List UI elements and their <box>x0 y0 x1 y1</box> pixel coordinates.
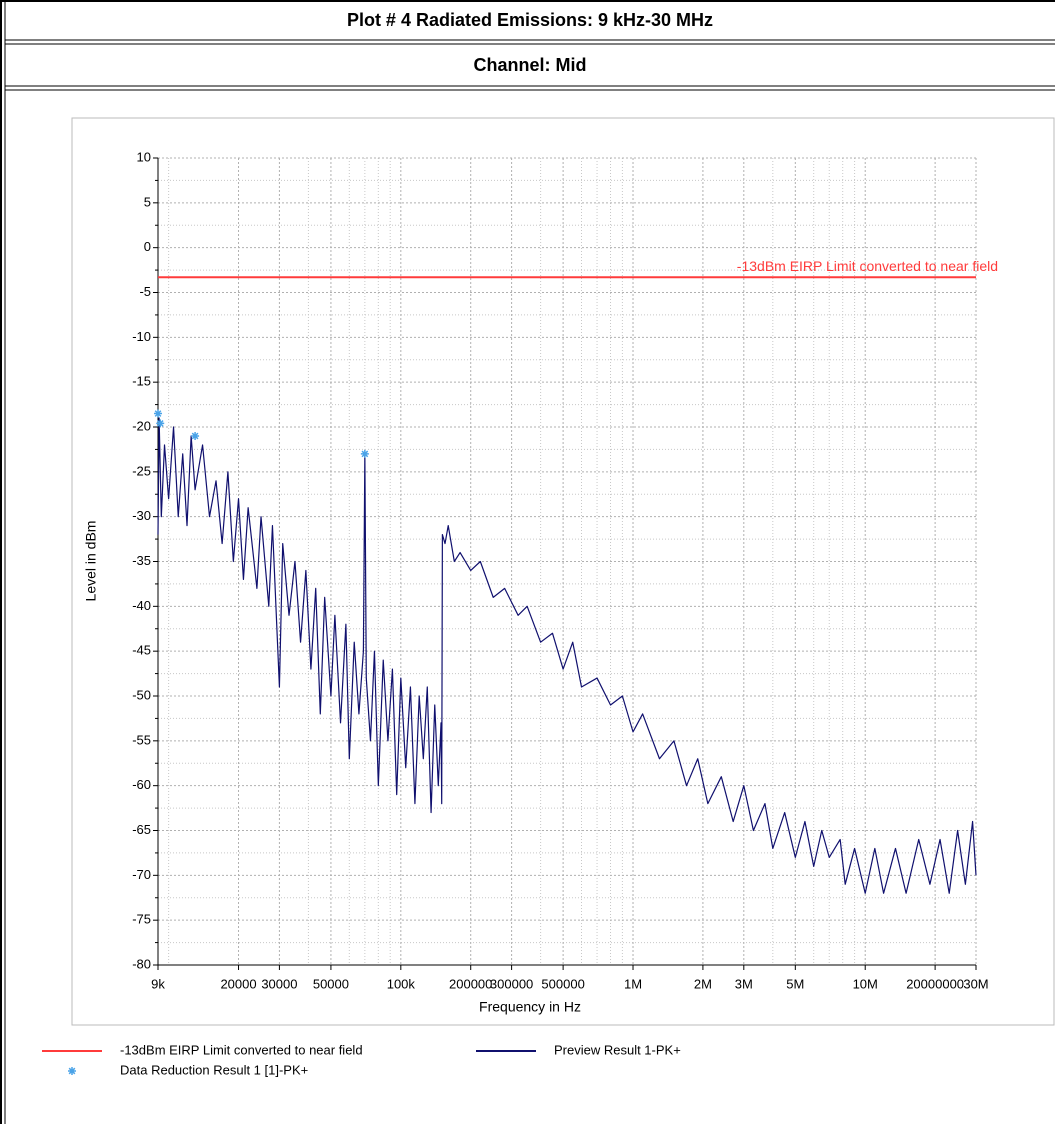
x-tick-label: 30M <box>963 976 988 991</box>
x-tick-label: 100k <box>387 976 416 991</box>
chart-title: Plot # 4 Radiated Emissions: 9 kHz-30 MH… <box>347 10 713 30</box>
legend-label: Preview Result 1-PK+ <box>554 1042 681 1057</box>
data-point <box>154 409 162 418</box>
x-axis-label: Frequency in Hz <box>479 999 581 1015</box>
x-tick-label: 200000 <box>449 976 492 991</box>
y-tick-label: -45 <box>132 643 151 658</box>
x-tick-label: 20000000 <box>906 976 964 991</box>
y-tick-label: -25 <box>132 463 151 478</box>
y-tick-label: -20 <box>132 418 151 433</box>
x-tick-label: 9k <box>151 976 165 991</box>
x-tick-label: 1M <box>624 976 642 991</box>
x-tick-label: 20000 <box>220 976 256 991</box>
x-tick-label: 30000 <box>261 976 297 991</box>
data-point <box>191 431 200 440</box>
y-tick-label: -5 <box>139 284 151 299</box>
y-tick-label: 0 <box>144 239 151 254</box>
y-tick-label: -40 <box>132 598 151 613</box>
legend-label: Data Reduction Result 1 [1]-PK+ <box>120 1062 308 1077</box>
x-tick-label: 300000 <box>490 976 533 991</box>
x-tick-label: 3M <box>735 976 753 991</box>
y-tick-label: -50 <box>132 687 151 702</box>
series-line <box>157 417 977 894</box>
y-tick-label: -35 <box>132 553 151 568</box>
y-axis-label: Level in dBm <box>83 521 99 602</box>
chart-subtitle: Channel: Mid <box>474 55 587 75</box>
chart-box <box>71 117 1055 1026</box>
annotation: -13dBm EIRP Limit converted to near fiel… <box>737 258 998 274</box>
data-point <box>156 419 165 428</box>
y-tick-label: -10 <box>132 329 151 344</box>
legend-label: -13dBm EIRP Limit converted to near fiel… <box>120 1042 363 1057</box>
y-tick-label: -15 <box>132 374 151 389</box>
y-tick-label: -65 <box>132 822 151 837</box>
y-tick-label: 5 <box>144 194 151 209</box>
x-tick-label: 2M <box>694 976 712 991</box>
x-tick-label: 50000 <box>313 976 349 991</box>
y-tick-label: 10 <box>137 149 151 164</box>
y-tick-label: -75 <box>132 912 151 927</box>
data-point <box>360 449 369 458</box>
legend-swatch <box>68 1067 76 1075</box>
y-tick-label: -55 <box>132 732 151 747</box>
x-tick-label: 10M <box>853 976 878 991</box>
y-tick-label: -30 <box>132 508 151 523</box>
y-tick-label: -70 <box>132 867 151 882</box>
x-tick-label: 5M <box>786 976 804 991</box>
x-tick-label: 500000 <box>541 976 584 991</box>
y-tick-label: -60 <box>132 777 151 792</box>
y-tick-label: -80 <box>132 956 151 971</box>
